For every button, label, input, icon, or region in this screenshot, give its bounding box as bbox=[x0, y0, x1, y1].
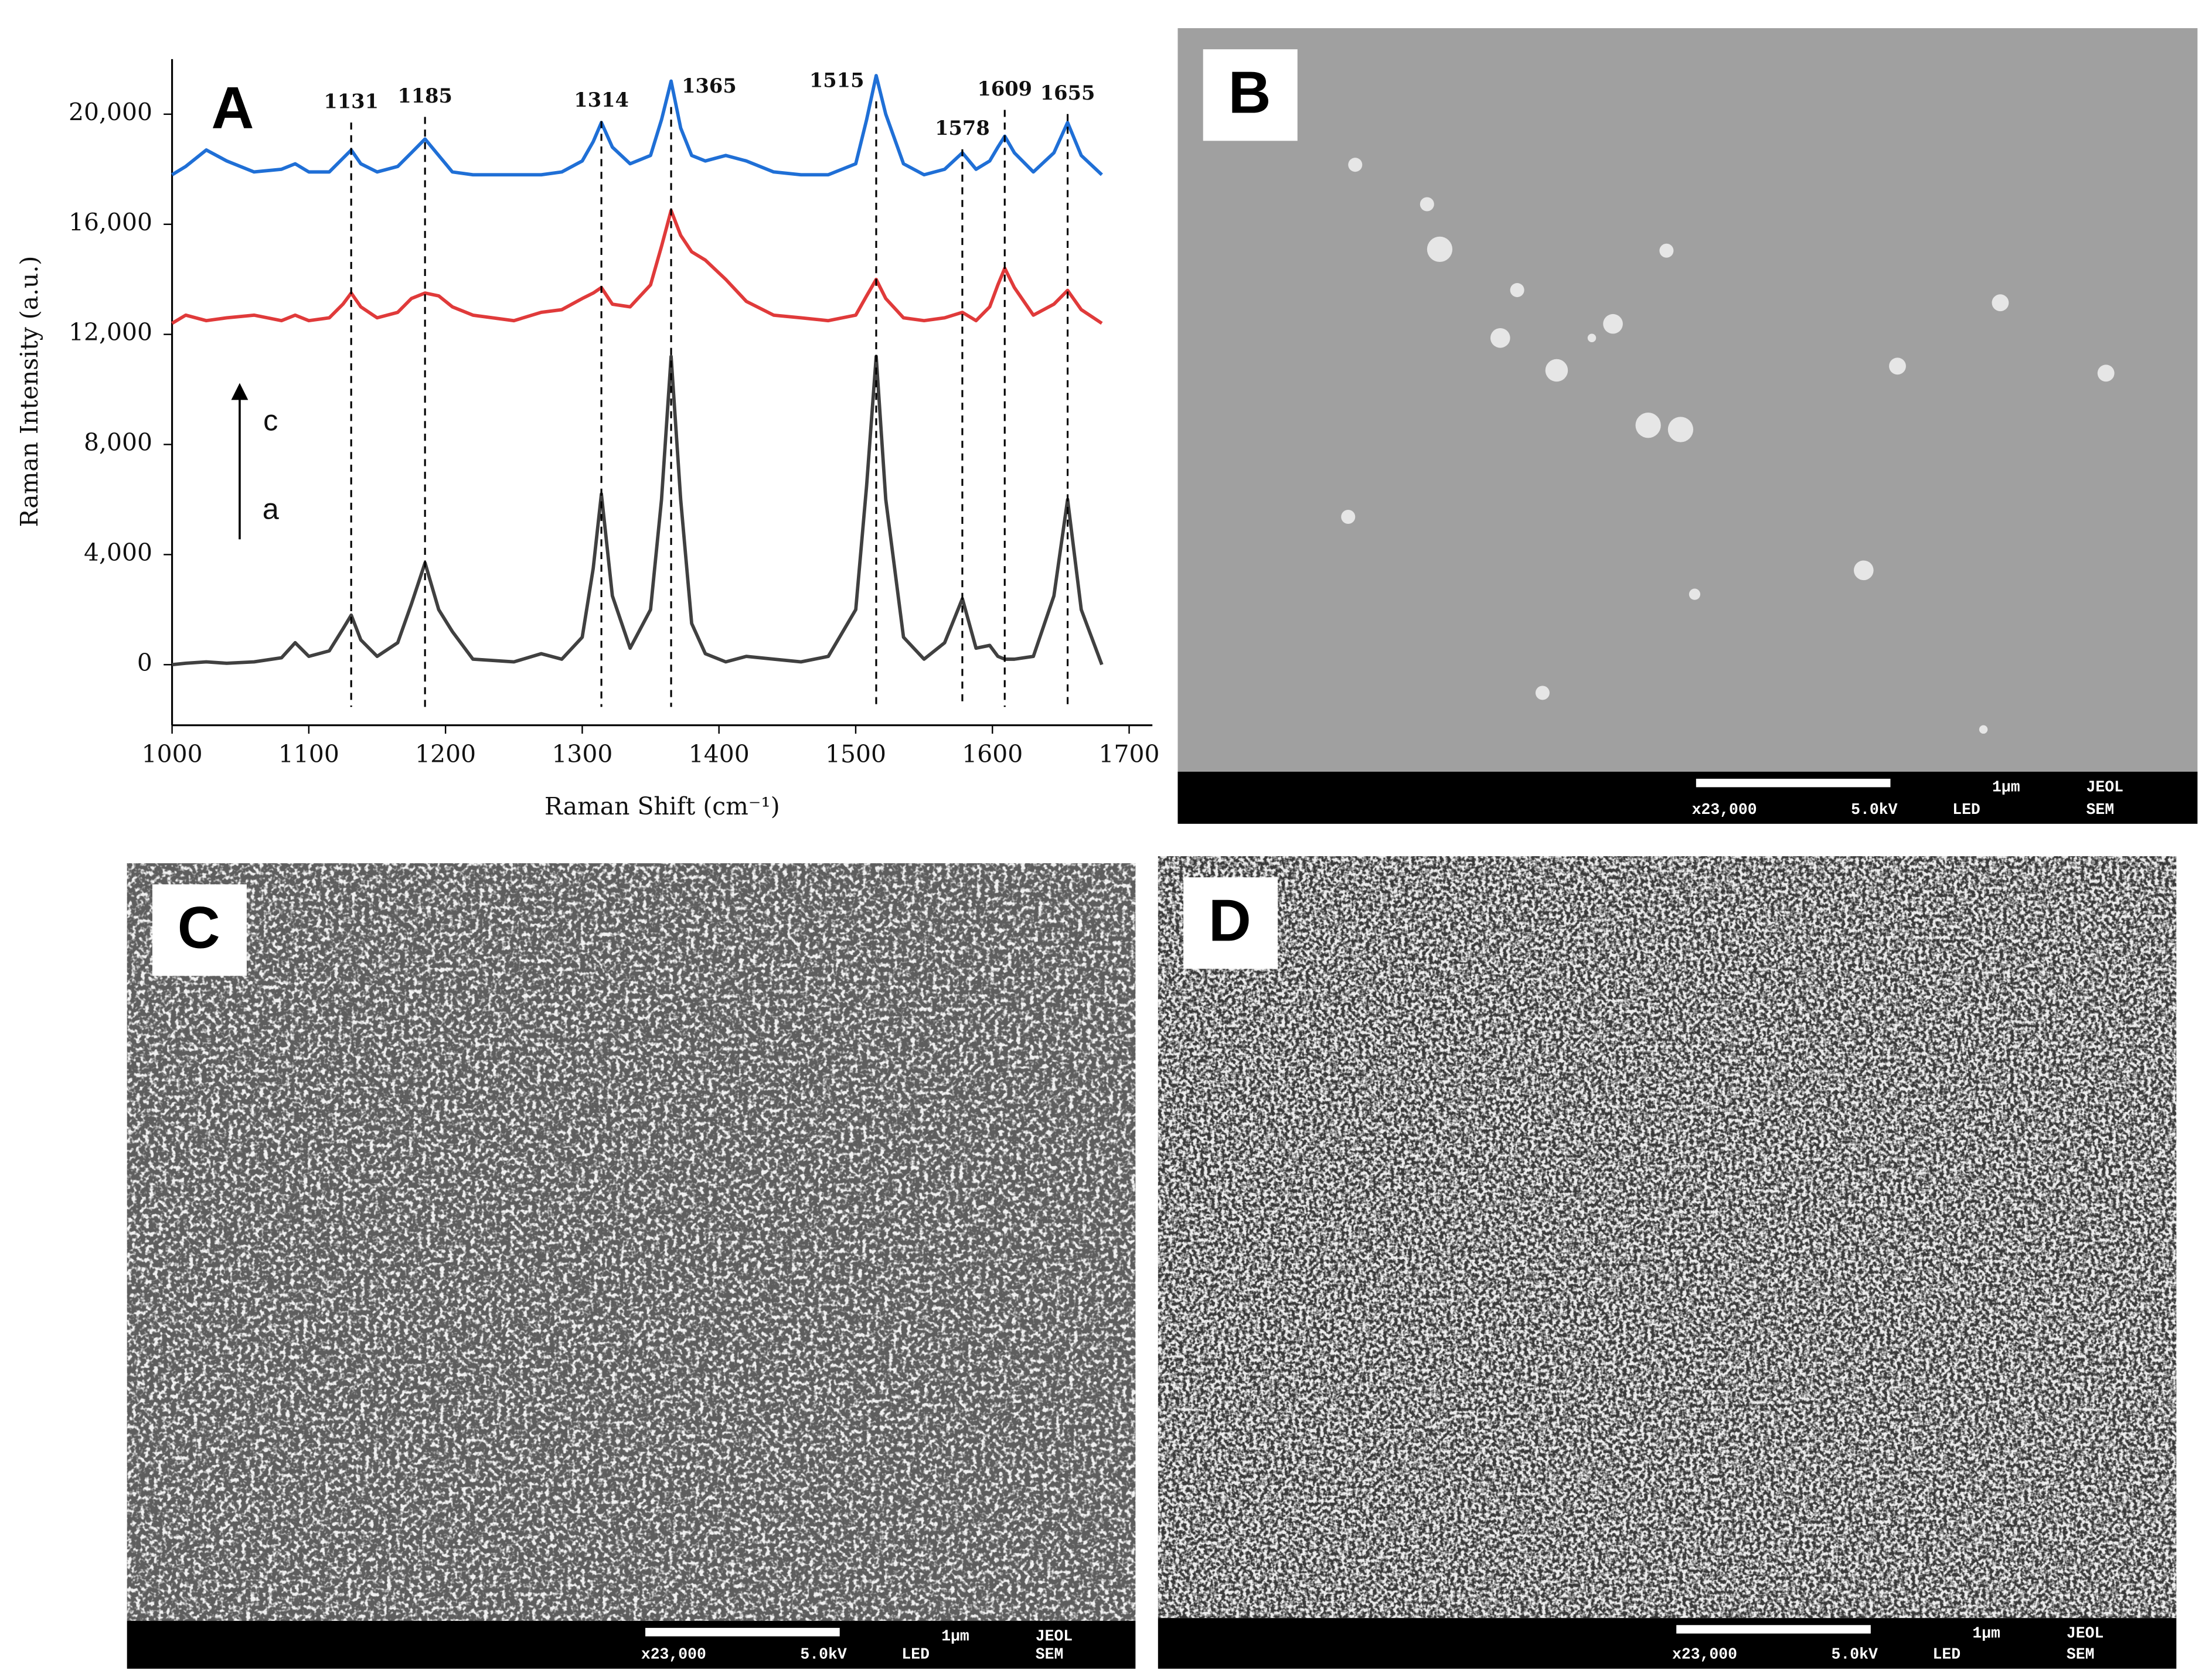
maker-label: JEOL bbox=[2067, 1625, 2104, 1642]
series-line bbox=[171, 74, 1103, 177]
voltage-label: 5.0kV bbox=[800, 1646, 846, 1664]
x-axis-title: Raman Shift (cm⁻¹) bbox=[544, 792, 780, 820]
detector-label: LED bbox=[1933, 1646, 1961, 1664]
mode-label: SEM bbox=[2087, 801, 2115, 819]
peak-label: 1314 bbox=[574, 88, 629, 111]
letter-box bbox=[152, 884, 247, 976]
panel-letter: C bbox=[178, 895, 220, 961]
sem-panel-c bbox=[127, 863, 1136, 1621]
sem-texture bbox=[1158, 856, 2177, 1618]
particles bbox=[1341, 158, 2115, 734]
peak-label: 1655 bbox=[1040, 81, 1095, 104]
x-tick-label: 1200 bbox=[415, 740, 476, 768]
magnification-label: x23,000 bbox=[641, 1646, 706, 1664]
scale-label: 1μm bbox=[941, 1627, 969, 1645]
y-tick-label: 8,000 bbox=[84, 428, 152, 456]
maker-label: JEOL bbox=[1036, 1627, 1073, 1645]
mode-label: SEM bbox=[1036, 1646, 1064, 1664]
raman-chart: A Raman Shift (cm⁻¹) Raman Intensity (a.… bbox=[15, 59, 1160, 820]
x-tick-label: 1300 bbox=[552, 740, 612, 768]
panel-letter: D bbox=[1209, 888, 1251, 954]
magnification-label: x23,000 bbox=[1692, 801, 1757, 819]
panel-letter: B bbox=[1228, 60, 1271, 125]
voltage-label: 5.0kV bbox=[1832, 1646, 1878, 1664]
info-bar bbox=[127, 1621, 1136, 1669]
scale-bar bbox=[1696, 778, 1891, 788]
y-axis-title: Raman Intensity (a.u.) bbox=[15, 256, 43, 527]
magnification-label: x23,000 bbox=[1672, 1646, 1737, 1664]
info-bar bbox=[1158, 1618, 2177, 1669]
y-tick-label: 0 bbox=[137, 649, 152, 677]
mode-label: SEM bbox=[2067, 1646, 2095, 1664]
series-line bbox=[171, 209, 1103, 325]
arrow-label: a bbox=[263, 492, 280, 526]
sem-panel-b bbox=[1177, 28, 2198, 775]
letter-box bbox=[1183, 877, 1278, 969]
x-tick-label: 1400 bbox=[689, 740, 750, 768]
letter-box bbox=[1203, 49, 1298, 141]
scale-label: 1μm bbox=[1972, 1625, 2000, 1642]
peak-label: 1131 bbox=[324, 89, 379, 113]
x-tick-label: 1600 bbox=[962, 740, 1023, 768]
x-tick-label: 1000 bbox=[142, 740, 203, 768]
y-tick-label: 20,000 bbox=[69, 98, 152, 126]
detector-label: LED bbox=[1952, 801, 1980, 819]
sem-panel-d bbox=[1158, 856, 2177, 1618]
series-line bbox=[172, 355, 1104, 667]
detector-label: LED bbox=[901, 1646, 930, 1664]
voltage-label: 5.0kV bbox=[1851, 801, 1897, 819]
y-tick-label: 12,000 bbox=[69, 318, 152, 346]
info-bar bbox=[1177, 771, 2198, 824]
peak-label: 1578 bbox=[935, 116, 990, 139]
arrow-label: c bbox=[263, 403, 278, 437]
maker-label: JEOL bbox=[2087, 778, 2123, 796]
x-tick-label: 1500 bbox=[825, 740, 886, 768]
panel-letter: A bbox=[211, 76, 254, 141]
scale-bar bbox=[645, 1628, 840, 1637]
peak-label: 1609 bbox=[977, 77, 1032, 100]
peak-label: 1515 bbox=[809, 68, 864, 91]
sem-image bbox=[1177, 28, 2198, 775]
scale-bar bbox=[1676, 1625, 1871, 1634]
x-tick-label: 1700 bbox=[1099, 740, 1160, 768]
y-tick-label: 4,000 bbox=[84, 539, 152, 567]
peak-label: 1185 bbox=[397, 84, 452, 107]
peak-label: 1365 bbox=[682, 74, 737, 97]
sem-texture bbox=[127, 863, 1136, 1621]
y-tick-label: 16,000 bbox=[69, 208, 152, 236]
x-tick-label: 1100 bbox=[278, 740, 339, 768]
scale-label: 1μm bbox=[1992, 778, 2020, 796]
